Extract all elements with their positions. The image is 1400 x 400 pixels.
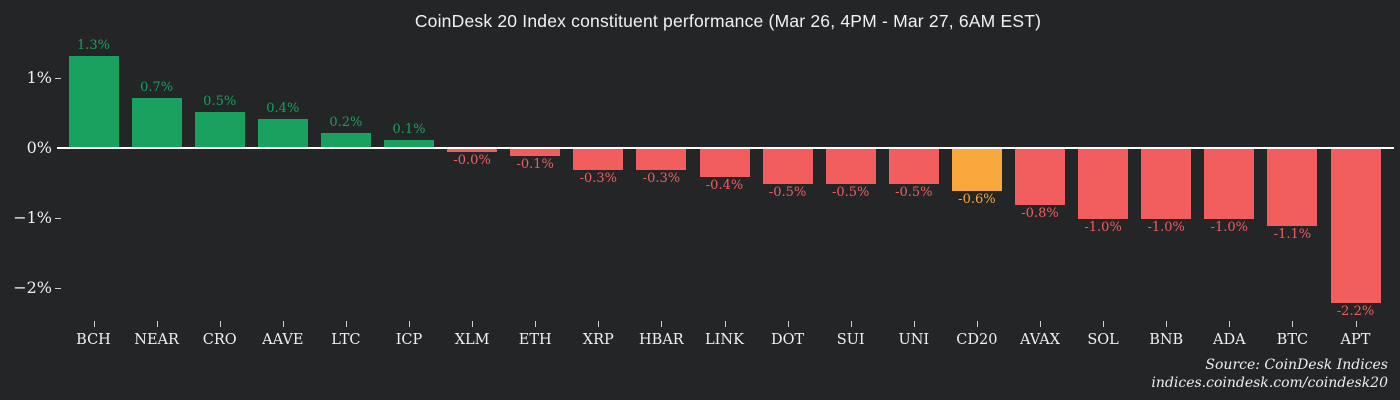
x-axis-tick-mark <box>1292 321 1294 327</box>
x-axis-tick-mark <box>345 321 347 327</box>
value-label-xrp: -0.3% <box>579 171 617 186</box>
x-axis-tick-mark <box>219 321 221 327</box>
category-label-near: NEAR <box>134 332 179 348</box>
x-axis-tick-mark <box>976 321 978 327</box>
x-axis-tick-mark <box>598 321 600 327</box>
value-label-cd20: -0.6% <box>958 192 996 207</box>
value-label-eth: -0.1% <box>516 157 554 172</box>
category-label-bch: BCH <box>76 332 111 348</box>
category-label-xlm: XLM <box>454 332 490 348</box>
category-label-dot: DOT <box>771 332 805 348</box>
category-label-sui: SUI <box>836 332 865 348</box>
category-label-ada: ADA <box>1213 332 1246 348</box>
category-label-link: LINK <box>705 332 744 348</box>
x-axis-tick-mark <box>850 321 852 327</box>
value-label-xlm: -0.0% <box>453 152 491 168</box>
bar-icp <box>384 140 434 147</box>
category-label-cro: CRO <box>202 332 237 348</box>
bar-ada <box>1204 149 1255 219</box>
bar-sui <box>825 149 876 184</box>
value-label-cro: 0.5% <box>203 94 237 109</box>
source-text: Source: CoinDesk Indices <box>1205 357 1388 373</box>
chart-title: CoinDesk 20 Index constituent performanc… <box>414 11 1042 31</box>
value-label-link: -0.4% <box>705 178 744 193</box>
value-label-icp: 0.1% <box>392 122 426 137</box>
x-axis-tick-mark <box>156 321 158 327</box>
x-axis-tick-mark <box>787 321 789 327</box>
x-axis-tick-mark <box>661 321 663 327</box>
category-label-apt: APT <box>1340 332 1371 348</box>
x-axis-tick-mark <box>409 321 410 327</box>
bar-cro <box>194 112 245 147</box>
x-axis-tick-mark <box>535 321 537 327</box>
bar-avax <box>1015 149 1065 205</box>
category-label-sol: SOL <box>1087 332 1119 348</box>
bar-ltc <box>320 133 371 147</box>
zero-baseline <box>57 147 1394 149</box>
y-axis-tick-label: 1% <box>26 68 52 87</box>
bar-xlm <box>447 149 498 152</box>
bar-xrp <box>573 149 624 170</box>
value-label-bnb: -1.0% <box>1147 220 1185 235</box>
x-axis-tick-mark <box>93 321 95 327</box>
value-label-avax: -0.8% <box>1021 206 1059 221</box>
x-axis-tick-mark <box>913 321 915 327</box>
bar-eth <box>510 149 561 156</box>
bar-bnb <box>1141 149 1192 219</box>
bar-aave <box>257 119 308 147</box>
category-label-cd20: CD20 <box>956 332 998 348</box>
value-label-ltc: 0.2% <box>329 115 363 130</box>
bar-bch <box>68 56 119 147</box>
bar-link <box>699 149 750 177</box>
category-label-aave: AAVE <box>262 332 304 348</box>
value-label-aave: 0.4% <box>266 101 300 116</box>
bar-dot <box>762 149 813 184</box>
bar-btc <box>1267 149 1318 226</box>
bar-uni <box>888 149 939 184</box>
value-label-uni: -0.5% <box>895 185 933 200</box>
x-axis-tick-mark <box>1355 321 1357 327</box>
bar-apt <box>1330 149 1381 303</box>
source-attribution: Source: CoinDesk Indices indices.coindes… <box>1151 356 1388 392</box>
x-axis-tick-mark <box>1229 321 1231 327</box>
value-label-hbar: -0.3% <box>642 171 681 186</box>
y-axis-tick-label: −2% <box>13 278 52 297</box>
category-label-uni: UNI <box>898 332 930 348</box>
value-label-near: 0.7% <box>140 80 174 95</box>
category-label-eth: ETH <box>518 332 552 348</box>
y-axis-tick-mark <box>55 218 61 219</box>
y-axis-tick-mark <box>55 288 61 289</box>
value-label-bch: 1.3% <box>76 38 111 53</box>
y-axis-tick-mark <box>55 78 61 79</box>
y-axis-tick-label: 0% <box>26 138 52 157</box>
x-axis-tick-mark <box>1103 321 1105 327</box>
category-label-hbar: HBAR <box>639 332 684 348</box>
category-label-btc: BTC <box>1276 332 1309 348</box>
y-axis-tick-label: −1% <box>13 208 52 227</box>
x-axis-tick-mark <box>724 321 726 327</box>
value-label-ada: -1.0% <box>1210 220 1248 235</box>
value-label-apt: -2.2% <box>1336 304 1375 319</box>
source-url: indices.coindesk.com/coindesk20 <box>1151 375 1388 391</box>
bar-near <box>131 98 182 147</box>
bar-cd20 <box>951 149 1002 191</box>
category-label-ltc: LTC <box>331 332 361 348</box>
category-label-icp: ICP <box>395 332 423 348</box>
x-axis-tick-mark <box>472 321 474 327</box>
value-label-sol: -1.0% <box>1084 220 1122 235</box>
category-label-xrp: XRP <box>582 332 614 348</box>
bar-hbar <box>636 149 687 170</box>
value-label-dot: -0.5% <box>768 185 807 200</box>
bar-sol <box>1078 149 1129 219</box>
x-axis-tick-mark <box>1040 321 1041 327</box>
category-label-bnb: BNB <box>1149 332 1184 348</box>
value-label-btc: -1.1% <box>1273 227 1312 242</box>
x-axis-tick-mark <box>282 321 284 327</box>
x-axis-tick-mark <box>1166 321 1168 327</box>
category-label-avax: AVAX <box>1019 332 1061 348</box>
value-label-sui: -0.5% <box>831 185 870 200</box>
